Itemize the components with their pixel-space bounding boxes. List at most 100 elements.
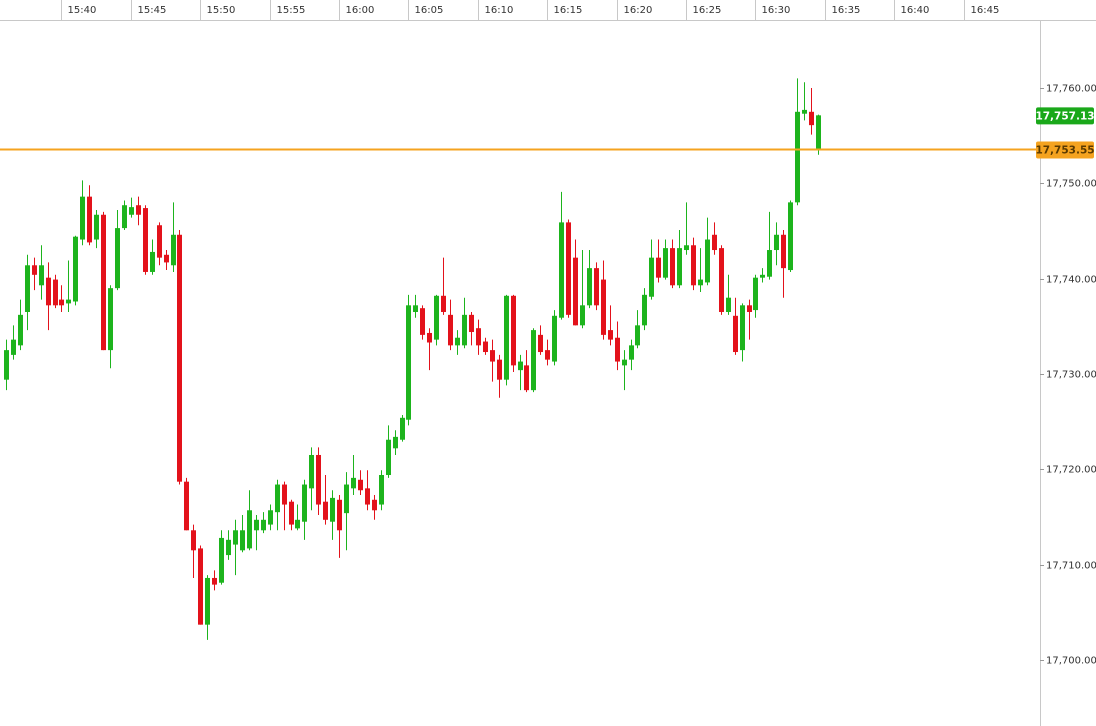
x-tick-label: 16:10	[485, 5, 514, 16]
candle-body	[143, 208, 148, 272]
candle-body	[615, 337, 620, 362]
x-tick-label: 16:20	[624, 5, 653, 16]
candle-body	[497, 359, 502, 380]
candle-body	[150, 251, 155, 272]
candle-body	[247, 510, 252, 549]
last-price-badge	[1036, 107, 1094, 125]
candle-body	[587, 268, 592, 306]
candle-body	[212, 577, 217, 585]
candle-body	[566, 222, 571, 315]
y-tick-label: 17,700.00	[1046, 656, 1096, 667]
candle-body	[635, 325, 640, 346]
y-tick-label: 17,730.00	[1046, 370, 1096, 381]
candle-body	[289, 501, 294, 525]
candle-body	[309, 454, 314, 489]
candle-body	[4, 350, 9, 380]
candle-body	[441, 295, 446, 312]
x-tick-label: 16:05	[415, 5, 444, 16]
x-tick-label: 16:40	[901, 5, 930, 16]
candle-body	[552, 315, 557, 362]
candle-body	[753, 277, 758, 311]
candle-body	[372, 499, 377, 511]
candle-body	[427, 332, 432, 343]
candle-body	[344, 484, 349, 514]
candle-body	[580, 305, 585, 326]
candle-body	[80, 196, 85, 240]
candle-body	[379, 475, 384, 505]
candle-body	[240, 530, 245, 551]
candle-body	[622, 359, 627, 366]
candle-body	[261, 519, 266, 531]
price-line-badge	[1036, 141, 1094, 159]
candle-body	[393, 436, 398, 449]
candle-body	[386, 439, 391, 476]
candle-body	[157, 225, 162, 258]
candle-body	[629, 345, 634, 360]
x-tick-label: 15:40	[68, 5, 97, 16]
candle-body	[316, 454, 321, 505]
x-tick-label: 15:45	[138, 5, 167, 16]
candle-body	[663, 248, 668, 278]
candle-body	[518, 361, 523, 371]
candle-body	[66, 299, 71, 304]
x-tick-label: 15:55	[277, 5, 306, 16]
candle-body	[302, 484, 307, 522]
candle-body	[684, 245, 689, 251]
candle-body	[434, 295, 439, 340]
candle-body	[733, 315, 738, 353]
candle-body	[448, 314, 453, 346]
candle-body	[656, 257, 661, 278]
candle-body	[18, 314, 23, 346]
price-line-label: 17,753.55	[1035, 144, 1094, 156]
candle-body	[698, 279, 703, 286]
candle-body	[719, 248, 724, 312]
candle-body	[504, 295, 509, 380]
candle-body	[94, 214, 99, 240]
candle-body	[712, 234, 717, 251]
candle-body	[524, 365, 529, 391]
x-tick-label: 16:30	[762, 5, 791, 16]
candle-body	[184, 481, 189, 531]
candle-body	[642, 294, 647, 326]
candle-body	[420, 308, 425, 335]
candle-body	[455, 337, 460, 346]
candle-body	[295, 519, 300, 529]
candle-body	[11, 339, 16, 355]
candle-body	[469, 314, 474, 333]
candle-body	[809, 111, 814, 126]
candle-body	[226, 539, 231, 556]
candle-body	[365, 488, 370, 505]
candle-body	[511, 295, 516, 366]
candle-body	[219, 537, 224, 583]
candle-body	[747, 305, 752, 312]
candle-body	[268, 510, 273, 525]
candle-body	[483, 341, 488, 353]
x-tick-label: 16:15	[554, 5, 583, 16]
candle-body	[601, 279, 606, 335]
candle-body	[538, 334, 543, 353]
candle-body	[767, 250, 772, 277]
x-tick-label: 16:25	[693, 5, 722, 16]
candle-body	[351, 477, 356, 489]
candle-body	[594, 268, 599, 306]
x-tick-label: 16:35	[832, 5, 861, 16]
candle-body	[740, 305, 745, 351]
candle-body	[233, 530, 238, 545]
y-tick-label: 17,720.00	[1046, 465, 1096, 476]
candle-body	[101, 214, 106, 351]
candle-body	[760, 274, 765, 278]
candle-body	[164, 254, 169, 263]
candle-body	[25, 265, 30, 312]
candle-body	[400, 417, 405, 440]
candle-body	[670, 248, 675, 286]
candle-body	[649, 257, 654, 297]
candle-body	[108, 288, 113, 351]
candle-body	[406, 305, 411, 420]
y-tick-label: 17,750.00	[1046, 179, 1096, 190]
candle-body	[87, 196, 92, 243]
x-tick-label: 16:00	[346, 5, 375, 16]
candle-body	[205, 577, 210, 625]
candle-body	[774, 234, 779, 251]
candle-body	[32, 265, 37, 275]
candle-body	[608, 330, 613, 340]
